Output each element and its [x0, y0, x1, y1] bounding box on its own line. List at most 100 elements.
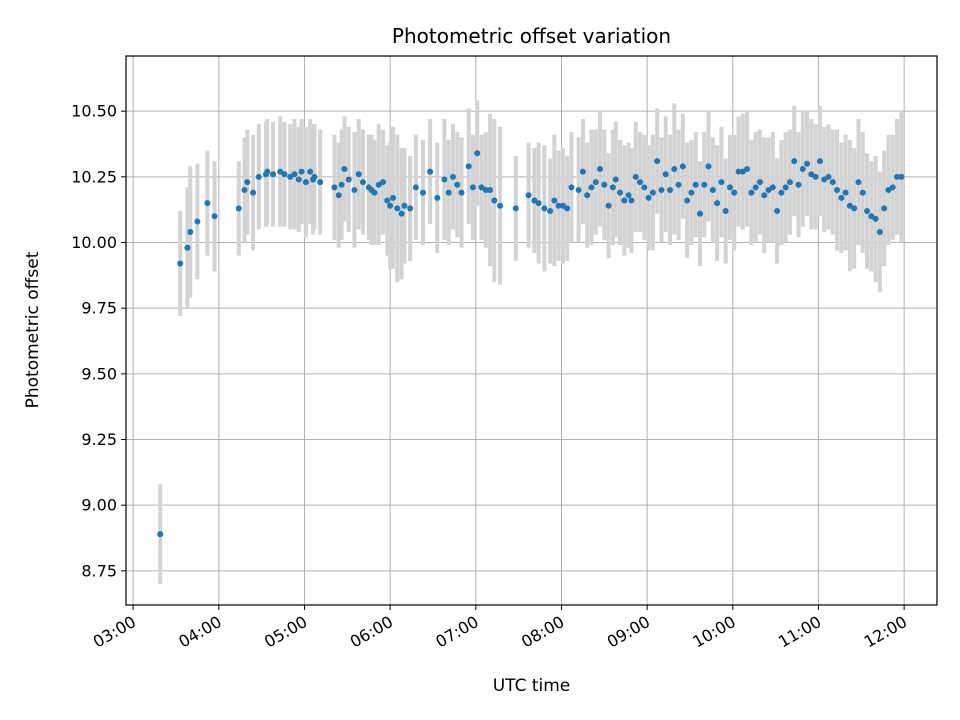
data-point — [211, 213, 218, 220]
data-point — [885, 186, 892, 193]
data-point — [769, 184, 776, 191]
data-point — [645, 194, 652, 201]
data-point — [482, 186, 489, 193]
data-point — [612, 176, 619, 183]
data-point — [287, 173, 294, 180]
data-point — [512, 205, 519, 212]
data-point — [641, 184, 648, 191]
data-point — [177, 260, 184, 267]
data-point — [649, 189, 656, 196]
data-point — [679, 163, 686, 170]
data-point — [718, 179, 725, 186]
data-point — [684, 197, 691, 204]
x-axis-label: UTC time — [493, 676, 571, 696]
data-point — [778, 189, 785, 196]
data-point — [579, 168, 586, 175]
data-point — [588, 184, 595, 191]
data-point — [752, 184, 759, 191]
data-point — [434, 194, 441, 201]
data-point — [621, 197, 628, 204]
data-point — [816, 158, 823, 165]
data-point — [491, 197, 498, 204]
data-point — [184, 244, 191, 251]
data-point — [264, 168, 271, 175]
data-point — [317, 179, 324, 186]
data-point — [889, 184, 896, 191]
data-point — [250, 189, 257, 196]
data-point — [187, 228, 194, 235]
data-point — [419, 189, 426, 196]
data-point — [204, 200, 211, 207]
data-point — [157, 531, 164, 538]
data-point — [298, 168, 305, 175]
data-point — [338, 181, 345, 188]
data-point — [709, 186, 716, 193]
data-point — [714, 200, 721, 207]
data-point — [551, 197, 558, 204]
data-point — [851, 205, 858, 212]
data-point — [846, 202, 853, 209]
data-point — [449, 173, 456, 180]
data-point — [597, 165, 604, 172]
data-point — [351, 186, 358, 193]
y-tick-label: 10.25 — [71, 167, 117, 186]
data-point — [474, 150, 481, 157]
data-point — [380, 179, 387, 186]
data-point — [868, 213, 875, 220]
data-point — [795, 181, 802, 188]
data-point — [360, 179, 367, 186]
data-point — [876, 228, 883, 235]
data-point — [804, 160, 811, 167]
data-point — [407, 205, 414, 212]
data-point — [812, 173, 819, 180]
data-point — [688, 189, 695, 196]
data-point — [825, 173, 832, 180]
data-point — [761, 192, 768, 199]
data-point — [394, 205, 401, 212]
data-point — [458, 189, 465, 196]
data-point — [547, 207, 554, 214]
data-point — [277, 168, 284, 175]
data-point — [666, 186, 673, 193]
data-point — [834, 186, 841, 193]
data-points — [157, 150, 905, 538]
data-point — [384, 197, 391, 204]
y-tick-label: 9.25 — [81, 430, 117, 449]
data-point — [244, 179, 251, 186]
data-point — [696, 210, 703, 217]
data-point — [241, 186, 248, 193]
data-point — [295, 176, 302, 183]
data-point — [255, 173, 262, 180]
data-point — [881, 205, 888, 212]
data-point — [722, 207, 729, 214]
data-point — [692, 181, 699, 188]
data-point — [564, 205, 571, 212]
data-point — [829, 179, 836, 186]
data-point — [821, 176, 828, 183]
y-tick-label: 9.75 — [81, 299, 117, 318]
data-point — [441, 176, 448, 183]
data-point — [609, 184, 616, 191]
data-point — [894, 173, 901, 180]
data-point — [701, 181, 708, 188]
data-point — [628, 197, 635, 204]
data-point — [445, 189, 452, 196]
data-point — [654, 158, 661, 165]
data-point — [872, 215, 879, 222]
data-point — [568, 184, 575, 191]
data-point — [842, 189, 849, 196]
data-point — [782, 184, 789, 191]
data-point — [744, 165, 751, 172]
data-point — [454, 181, 461, 188]
data-point — [497, 202, 504, 209]
data-point — [559, 202, 566, 209]
data-point — [465, 163, 472, 170]
data-point — [735, 168, 742, 175]
data-point — [307, 168, 314, 175]
data-point — [855, 179, 862, 186]
data-point — [739, 168, 746, 175]
y-tick-label: 9.50 — [81, 364, 117, 383]
data-point — [662, 171, 669, 178]
data-point — [726, 184, 733, 191]
